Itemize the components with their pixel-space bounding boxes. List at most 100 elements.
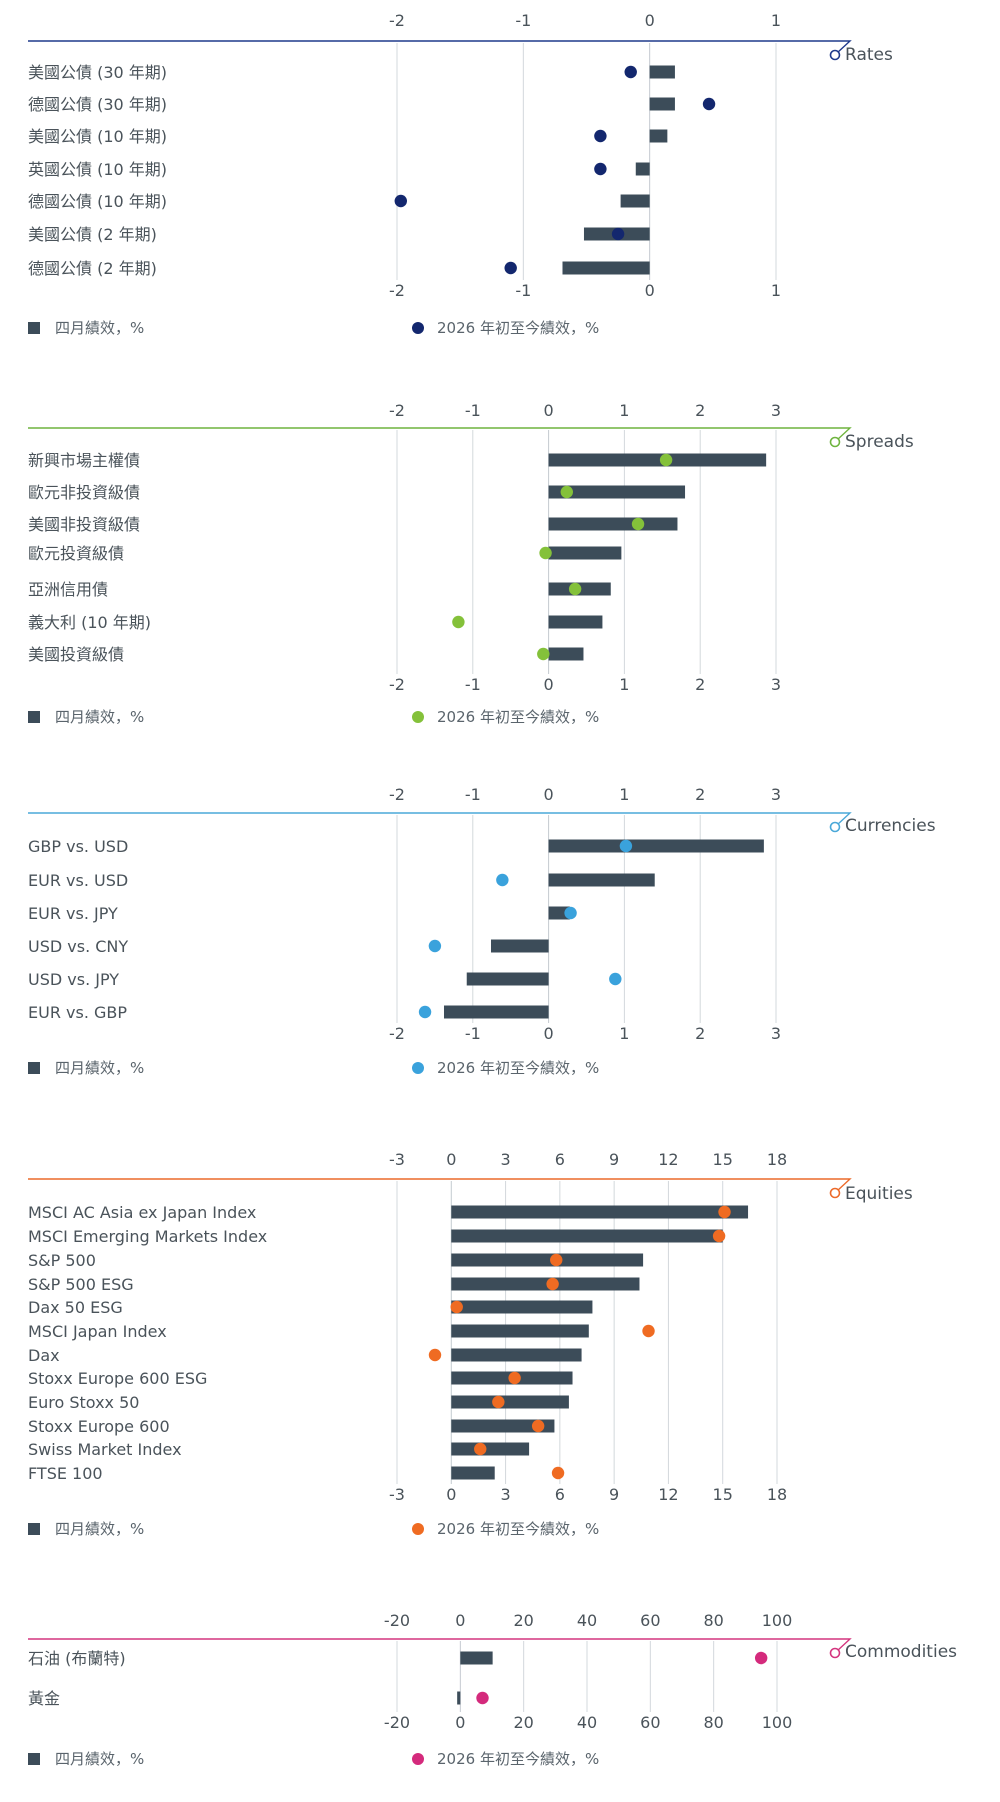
ytd-dot-1-3 — [539, 546, 552, 560]
category-label-1-3: 歐元投資級債 — [28, 544, 124, 563]
bar-3-2 — [451, 1253, 644, 1267]
top-tick-label-0-0: -2 — [389, 11, 405, 30]
bar-3-11 — [451, 1466, 495, 1480]
panel-header-line-4 — [28, 1638, 852, 1652]
bottom-tick-label-1-4: 2 — [695, 675, 705, 694]
category-label-4-1: 黃金 — [28, 1689, 60, 1708]
ytd-dot-3-7 — [508, 1371, 521, 1385]
legend-dot-swatch-1 — [412, 711, 424, 723]
top-tick-label-2-5: 3 — [771, 785, 781, 804]
bar-0-4 — [620, 194, 650, 208]
category-label-3-10: Swiss Market Index — [28, 1440, 182, 1459]
category-label-3-11: FTSE 100 — [28, 1464, 103, 1483]
panel-header-line-2 — [28, 812, 852, 826]
bar-1-6 — [548, 647, 584, 661]
ytd-dot-4-0 — [754, 1651, 768, 1665]
top-tick-label-4-2: 20 — [513, 1611, 533, 1630]
bar-3-0 — [451, 1205, 749, 1219]
ytd-dot-0-1 — [702, 97, 716, 111]
legend-dot-label-0: 2026 年初至今績效，% — [437, 319, 599, 337]
bar-2-1 — [548, 873, 655, 887]
legend-dot-label-2: 2026 年初至今績效，% — [437, 1059, 599, 1077]
top-tick-label-1-5: 3 — [771, 401, 781, 420]
category-label-3-7: Stoxx Europe 600 ESG — [28, 1369, 207, 1388]
ytd-dot-1-4 — [568, 582, 582, 596]
top-tick-label-2-2: 0 — [544, 785, 554, 804]
bar-3-8 — [451, 1395, 569, 1409]
category-label-3-2: S&P 500 — [28, 1251, 96, 1270]
bottom-tick-label-2-3: 1 — [619, 1024, 629, 1043]
ytd-dot-0-5 — [611, 227, 625, 241]
legend-dot-label-3: 2026 年初至今績效，% — [437, 1520, 599, 1538]
ytd-dot-0-0 — [624, 65, 637, 79]
top-tick-label-3-5: 12 — [658, 1150, 678, 1169]
top-tick-label-3-4: 9 — [609, 1150, 619, 1169]
bar-3-6 — [451, 1348, 582, 1362]
legend-bar-swatch-4 — [28, 1753, 40, 1765]
ytd-dot-3-3 — [546, 1277, 559, 1291]
top-tick-label-3-0: -3 — [389, 1150, 405, 1169]
bottom-tick-label-4-3: 40 — [577, 1713, 597, 1732]
bottom-tick-label-0-3: 1 — [771, 281, 781, 300]
top-tick-label-3-2: 3 — [500, 1150, 510, 1169]
category-label-2-0: GBP vs. USD — [28, 837, 128, 856]
bottom-tick-label-0-1: -1 — [515, 281, 531, 300]
legend-dot-swatch-3 — [412, 1523, 424, 1535]
category-label-0-5: 美國公債 (2 年期) — [28, 225, 157, 244]
ytd-dot-1-0 — [659, 453, 673, 467]
top-tick-label-4-3: 40 — [577, 1611, 597, 1630]
legend-bar-label-2: 四月績效，% — [55, 1059, 144, 1077]
legend-bar-label-3: 四月績效，% — [55, 1520, 144, 1538]
ytd-dot-3-11 — [551, 1466, 565, 1480]
ytd-dot-3-10 — [474, 1442, 487, 1456]
bottom-tick-label-4-5: 80 — [703, 1713, 723, 1732]
category-label-2-5: EUR vs. GBP — [28, 1003, 127, 1022]
bottom-tick-label-1-3: 1 — [619, 675, 629, 694]
ytd-dot-3-5 — [642, 1324, 655, 1338]
ytd-dot-2-3 — [428, 939, 442, 953]
bottom-tick-label-3-1: 0 — [446, 1485, 456, 1504]
category-label-2-3: USD vs. CNY — [28, 937, 128, 956]
bottom-tick-label-4-1: 0 — [455, 1713, 465, 1732]
ytd-dot-0-6 — [504, 261, 517, 275]
bar-2-2 — [548, 906, 570, 920]
legend-bar-swatch-2 — [28, 1062, 40, 1074]
top-tick-label-2-1: -1 — [465, 785, 481, 804]
legend-bar-swatch-3 — [28, 1523, 40, 1535]
ytd-dot-3-8 — [492, 1395, 505, 1409]
category-label-3-1: MSCI Emerging Markets Index — [28, 1227, 267, 1246]
category-label-4-0: 石油 (布蘭特) — [28, 1649, 126, 1668]
ytd-dot-2-4 — [609, 972, 622, 986]
top-tick-label-3-1: 0 — [446, 1150, 456, 1169]
ytd-dot-3-9 — [531, 1419, 545, 1433]
panel-title-4: Commodities — [845, 1642, 957, 1662]
category-label-0-1: 德國公債 (30 年期) — [28, 95, 167, 114]
category-label-2-1: EUR vs. USD — [28, 871, 128, 890]
panel-title-marker-0 — [829, 49, 841, 61]
top-tick-label-4-0: -20 — [384, 1611, 410, 1630]
ytd-dot-1-5 — [452, 615, 465, 629]
ytd-dot-3-6 — [428, 1348, 442, 1362]
ytd-dot-1-1 — [560, 485, 573, 499]
bar-0-6 — [562, 261, 650, 275]
ytd-dot-2-1 — [496, 873, 509, 887]
panel-title-3: Equities — [845, 1184, 913, 1204]
bar-4-1 — [457, 1691, 461, 1705]
top-tick-label-0-2: 0 — [645, 11, 655, 30]
bottom-tick-label-3-7: 18 — [767, 1485, 787, 1504]
panel-header-line-0 — [28, 40, 852, 54]
bar-1-1 — [548, 485, 686, 499]
ytd-dot-3-0 — [718, 1205, 731, 1219]
top-tick-label-1-3: 1 — [619, 401, 629, 420]
ytd-dot-0-4 — [394, 194, 407, 208]
ytd-dot-2-5 — [418, 1005, 432, 1019]
category-label-1-2: 美國非投資級債 — [28, 515, 140, 534]
bar-1-0 — [548, 453, 767, 467]
legend-bar-swatch-0 — [28, 322, 40, 334]
category-label-2-4: USD vs. JPY — [28, 970, 119, 989]
legend-dot-swatch-0 — [412, 322, 424, 334]
ytd-dot-4-1 — [476, 1691, 489, 1705]
panel-title-marker-2 — [829, 821, 841, 833]
bottom-tick-label-3-0: -3 — [389, 1485, 405, 1504]
